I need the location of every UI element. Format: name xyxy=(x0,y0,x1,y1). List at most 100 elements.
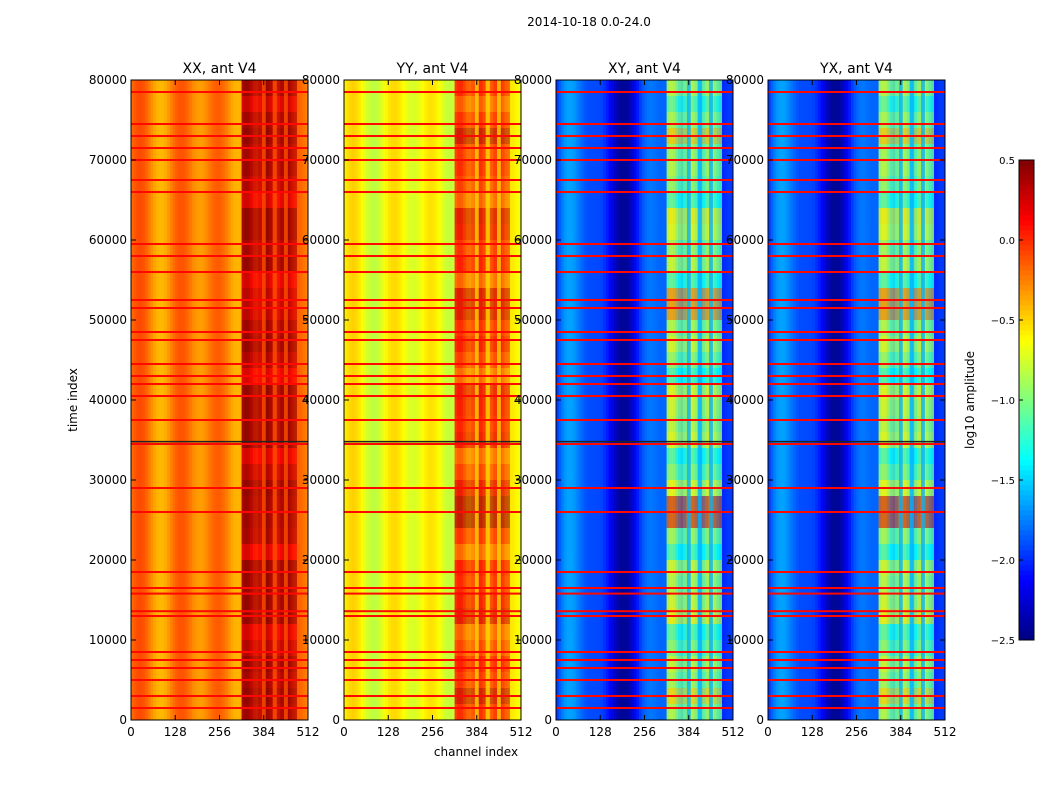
colorbar-tick-label: −2.5 xyxy=(991,636,1015,647)
time-patch xyxy=(241,640,297,656)
time-patch xyxy=(666,240,722,256)
time-patch xyxy=(878,528,934,544)
time-patch xyxy=(878,544,934,560)
channel-band xyxy=(368,80,372,720)
time-patch xyxy=(454,640,510,656)
channel-band xyxy=(172,80,176,720)
channel-gap xyxy=(261,80,266,720)
channel-band xyxy=(561,80,565,720)
flagged-row xyxy=(344,610,521,613)
time-patch xyxy=(666,304,722,320)
flagged-row xyxy=(131,331,308,333)
time-patch xyxy=(666,80,722,96)
time-patch xyxy=(878,144,934,160)
x-tick-label: 384 xyxy=(677,725,700,739)
time-patch xyxy=(241,144,297,160)
channel-band xyxy=(831,80,835,720)
time-patch xyxy=(666,192,722,208)
flagged-row xyxy=(768,299,945,301)
colorbar-segment xyxy=(1019,350,1034,356)
colorbar-segment xyxy=(1019,470,1034,476)
flagged-row xyxy=(768,487,945,489)
channel-band xyxy=(164,80,168,720)
time-patch xyxy=(666,448,722,464)
channel-band xyxy=(194,80,198,720)
time-patch xyxy=(241,400,297,416)
channel-band xyxy=(842,80,846,720)
y-tick-label: 30000 xyxy=(302,473,340,487)
time-patch xyxy=(666,96,722,112)
x-tick-label: 128 xyxy=(164,725,187,739)
channel-gap xyxy=(909,80,914,720)
channel-band xyxy=(443,80,447,720)
channel-band xyxy=(933,80,938,720)
time-patch xyxy=(241,496,297,512)
channel-band xyxy=(850,80,855,720)
flagged-row xyxy=(131,363,308,365)
flagged-row xyxy=(131,243,308,245)
x-tick-label: 384 xyxy=(889,725,912,739)
panel-3: XY, ant V4 0 128 256 384 512 0 10000 20000 30000 4… xyxy=(514,61,745,739)
flagged-row xyxy=(556,443,733,445)
time-patch xyxy=(878,400,934,416)
flagged-row xyxy=(131,610,308,613)
channel-band xyxy=(153,80,157,720)
time-patch xyxy=(878,224,934,240)
x-tick-label: 256 xyxy=(208,725,231,739)
channel-band xyxy=(614,80,618,720)
time-patch xyxy=(454,512,510,528)
time-patch xyxy=(666,112,722,128)
channel-band xyxy=(622,80,626,720)
time-patch xyxy=(454,448,510,464)
colorbar-segment xyxy=(1019,290,1034,296)
time-patch xyxy=(666,656,722,672)
colorbar-segment xyxy=(1019,545,1034,551)
colorbar-tick-label: −1.5 xyxy=(991,476,1015,487)
flagged-row xyxy=(768,659,945,661)
channel-band xyxy=(567,80,571,720)
time-patch xyxy=(241,112,297,128)
colorbar-segment xyxy=(1019,295,1034,301)
channel-band xyxy=(936,80,940,720)
time-patch xyxy=(454,80,510,96)
flagged-row xyxy=(556,375,733,377)
x-tick-label: 512 xyxy=(722,725,745,739)
time-patch xyxy=(241,272,297,288)
channel-band xyxy=(178,80,182,720)
colorbar-segment xyxy=(1019,620,1034,626)
channel-band xyxy=(363,80,367,720)
channel-band xyxy=(410,80,414,720)
time-patch xyxy=(241,704,297,720)
flagged-row xyxy=(131,615,308,617)
flagged-row xyxy=(131,383,308,385)
channel-band xyxy=(449,80,453,720)
channel-band xyxy=(627,80,631,720)
colorbar-segment xyxy=(1019,595,1034,601)
colorbar-label: log10 amplitude xyxy=(963,351,977,449)
colorbar-segment xyxy=(1019,215,1034,221)
time-patch xyxy=(878,576,934,592)
channel-band xyxy=(864,80,868,720)
time-patch xyxy=(454,336,510,352)
flagged-row xyxy=(131,339,308,341)
figure-suptitle: 2014-10-18 0.0-24.0 xyxy=(527,15,651,29)
time-patch xyxy=(454,704,510,720)
flagged-row xyxy=(768,592,945,595)
channel-band xyxy=(655,80,659,720)
flagged-row xyxy=(344,91,521,93)
panels-group: XX, ant V4 0 128 256 384 512 0 10000 20000 30000 4… xyxy=(89,61,957,739)
time-patch xyxy=(241,256,297,272)
time-patch xyxy=(878,256,934,272)
time-patch xyxy=(666,624,722,640)
flagged-row xyxy=(131,651,308,653)
colorbar-segment xyxy=(1019,160,1034,166)
colorbar-segment xyxy=(1019,435,1034,441)
channel-gap xyxy=(708,80,713,720)
channel-band xyxy=(820,80,824,720)
x-tick-label: 0 xyxy=(127,725,135,739)
flagged-row xyxy=(768,651,945,653)
flagged-row xyxy=(556,91,733,93)
colorbar: 0.5 0.0 −0.5 −1.0 −1.5 −2.0 −2.5 xyxy=(991,156,1035,647)
colorbar-segment xyxy=(1019,580,1034,586)
time-patch xyxy=(454,560,510,576)
